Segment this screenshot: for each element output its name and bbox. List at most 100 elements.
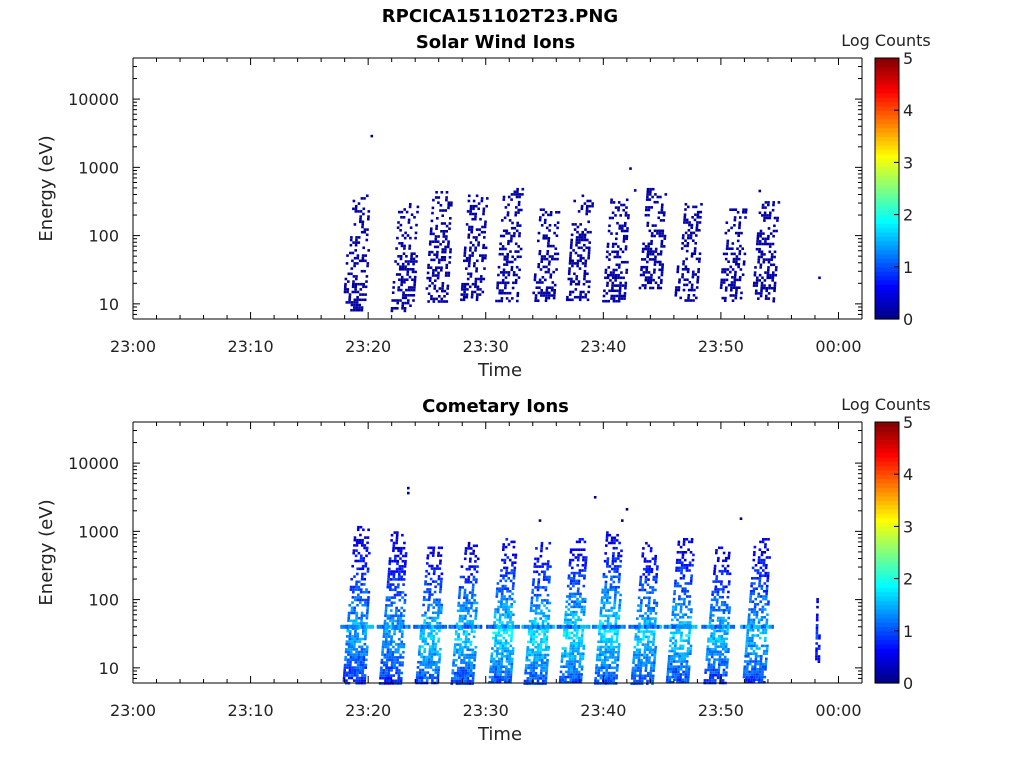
data-cell — [613, 536, 617, 540]
data-cell — [582, 613, 586, 616]
data-cell — [637, 661, 640, 665]
data-cell — [365, 648, 369, 651]
data-cell — [347, 611, 351, 615]
data-cell — [577, 673, 581, 676]
data-cell — [436, 564, 439, 568]
data-cell — [388, 653, 392, 657]
data-cell — [731, 268, 735, 271]
data-cell — [587, 220, 590, 224]
data-cell — [474, 280, 478, 283]
data-cell — [356, 254, 360, 257]
data-cell — [498, 647, 502, 650]
data-cell — [383, 619, 387, 623]
data-cell — [488, 624, 492, 629]
data-cell — [640, 653, 644, 657]
data-cell — [679, 647, 682, 650]
data-cell — [559, 670, 563, 674]
data-cell — [359, 220, 362, 224]
data-cell — [386, 617, 390, 620]
data-cell — [573, 657, 577, 661]
colorbar-segment — [875, 62, 899, 68]
data-cell — [508, 590, 512, 593]
data-cell — [614, 585, 618, 589]
data-cell — [350, 308, 353, 312]
data-cell — [638, 614, 642, 618]
data-cell — [565, 629, 569, 632]
data-cell — [470, 596, 474, 600]
data-cell — [582, 644, 586, 648]
data-cell — [714, 642, 718, 646]
data-cell — [437, 582, 440, 586]
data-cell — [363, 624, 367, 629]
data-cell — [707, 666, 710, 669]
data-cell — [582, 624, 586, 629]
data-cell — [537, 583, 540, 587]
data-cell — [526, 682, 529, 685]
data-cell — [671, 670, 675, 674]
data-cell — [606, 559, 609, 563]
data-cell — [616, 565, 619, 568]
data-cell — [722, 624, 725, 629]
data-cell — [613, 632, 617, 636]
data-cell — [510, 237, 513, 240]
data-cell — [529, 624, 532, 629]
data-cell — [406, 301, 410, 305]
data-cell — [581, 569, 584, 572]
data-cell — [581, 600, 584, 603]
data-cell — [545, 578, 548, 581]
data-cell — [386, 645, 390, 649]
data-cell — [688, 221, 691, 224]
data-cell — [360, 269, 364, 273]
data-cell — [571, 655, 574, 658]
data-cell — [767, 234, 770, 238]
data-cell — [688, 561, 692, 564]
data-cell — [624, 221, 627, 225]
data-cell — [474, 246, 477, 250]
data-cell — [611, 216, 614, 220]
data-cell — [683, 657, 686, 661]
data-cell — [735, 255, 739, 258]
data-cell — [460, 293, 464, 296]
data-cell — [582, 249, 586, 252]
data-cell — [725, 247, 729, 250]
data-cell — [539, 617, 542, 620]
data-cell — [545, 289, 549, 292]
data-cell — [610, 294, 614, 298]
data-cell — [680, 603, 683, 606]
data-cell — [653, 229, 657, 233]
data-cell — [422, 663, 425, 667]
data-cell — [475, 236, 478, 239]
data-cell — [651, 679, 654, 683]
data-cell — [506, 616, 510, 619]
data-cell — [637, 630, 641, 633]
data-cell — [346, 290, 349, 294]
data-cell — [674, 665, 678, 668]
data-cell — [679, 608, 683, 611]
data-cell — [495, 590, 499, 593]
data-cell — [469, 614, 472, 618]
data-cell — [389, 609, 393, 612]
data-cell — [641, 250, 645, 253]
data-cell — [545, 643, 548, 646]
data-cell — [717, 580, 721, 583]
data-cell — [690, 231, 693, 235]
data-cell — [708, 621, 712, 625]
data-cell — [447, 206, 450, 210]
data-cell — [747, 675, 751, 679]
data-cell — [533, 276, 537, 279]
data-cell — [351, 637, 354, 641]
data-cell — [512, 271, 516, 274]
data-cell — [705, 655, 709, 659]
data-cell — [439, 624, 442, 629]
data-cell — [573, 634, 576, 637]
data-cell — [463, 285, 467, 289]
data-cell — [612, 585, 615, 589]
data-cell — [362, 528, 365, 532]
data-cell — [572, 553, 575, 557]
data-cell — [345, 679, 348, 682]
data-cell — [441, 214, 444, 217]
data-cell — [432, 601, 436, 604]
data-cell — [434, 666, 438, 669]
data-cell — [452, 664, 455, 667]
data-cell — [534, 273, 537, 276]
